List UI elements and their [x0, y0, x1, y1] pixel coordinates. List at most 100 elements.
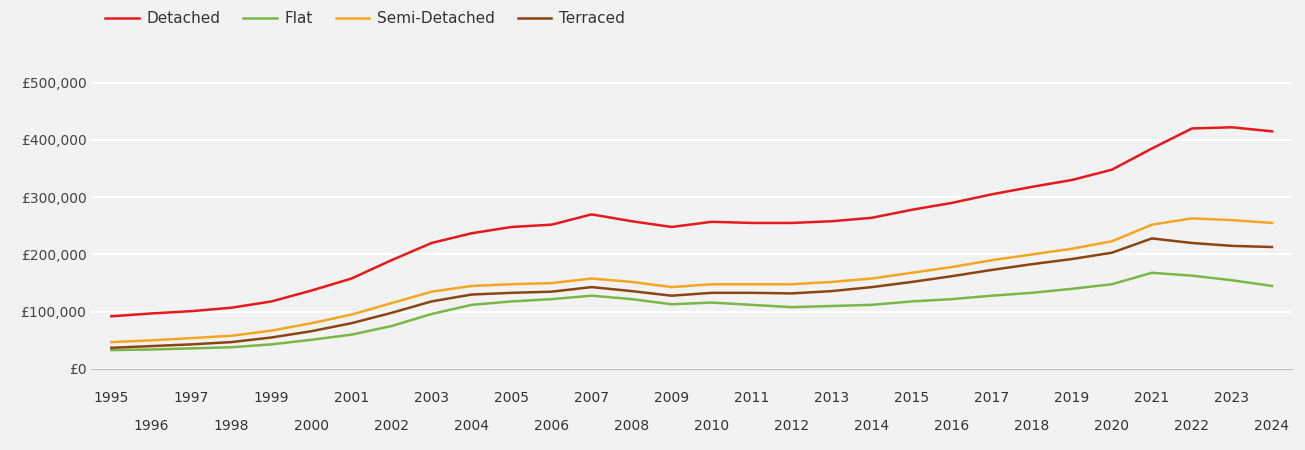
Text: 2007: 2007	[574, 391, 609, 405]
Terraced	[784, 291, 800, 296]
Text: 2021: 2021	[1134, 391, 1169, 405]
Detached	[1024, 184, 1040, 189]
Text: 1996: 1996	[133, 419, 170, 433]
Semi-Detached	[1144, 222, 1160, 227]
Detached	[424, 240, 440, 246]
Semi-Detached	[984, 257, 1000, 263]
Semi-Detached	[784, 282, 800, 287]
Semi-Detached	[1265, 220, 1280, 225]
Text: 2017: 2017	[975, 391, 1009, 405]
Flat	[343, 332, 359, 338]
Detached	[583, 212, 599, 217]
Detached	[664, 224, 680, 230]
Text: 2016: 2016	[934, 419, 970, 433]
Detached	[264, 299, 279, 304]
Terraced	[103, 345, 119, 351]
Text: 2020: 2020	[1095, 419, 1129, 433]
Text: 2023: 2023	[1215, 391, 1249, 405]
Terraced	[864, 284, 880, 290]
Flat	[744, 302, 760, 307]
Terraced	[504, 290, 519, 296]
Flat	[583, 293, 599, 298]
Text: 1999: 1999	[253, 391, 290, 405]
Detached	[184, 308, 200, 314]
Detached	[984, 192, 1000, 197]
Semi-Detached	[343, 312, 359, 317]
Semi-Detached	[703, 282, 719, 287]
Flat	[823, 303, 839, 309]
Detached	[1184, 126, 1199, 131]
Terraced	[1184, 240, 1199, 246]
Text: 2010: 2010	[694, 419, 729, 433]
Semi-Detached	[223, 333, 239, 338]
Flat	[984, 293, 1000, 298]
Text: 1995: 1995	[94, 391, 129, 405]
Terraced	[744, 290, 760, 296]
Flat	[103, 347, 119, 353]
Semi-Detached	[424, 289, 440, 294]
Line: Semi-Detached: Semi-Detached	[111, 218, 1272, 342]
Flat	[384, 324, 399, 329]
Text: 2005: 2005	[495, 391, 529, 405]
Semi-Detached	[864, 276, 880, 281]
Semi-Detached	[103, 339, 119, 345]
Detached	[144, 311, 159, 316]
Detached	[864, 215, 880, 220]
Terraced	[823, 288, 839, 294]
Semi-Detached	[384, 301, 399, 306]
Semi-Detached	[1064, 246, 1079, 252]
Semi-Detached	[544, 280, 560, 286]
Flat	[664, 302, 680, 307]
Semi-Detached	[304, 320, 320, 326]
Text: 2001: 2001	[334, 391, 369, 405]
Flat	[184, 346, 200, 351]
Semi-Detached	[823, 279, 839, 285]
Detached	[1064, 177, 1079, 183]
Detached	[703, 219, 719, 225]
Text: 2000: 2000	[294, 419, 329, 433]
Text: 2011: 2011	[733, 391, 770, 405]
Semi-Detached	[463, 283, 479, 288]
Semi-Detached	[1024, 252, 1040, 257]
Flat	[864, 302, 880, 307]
Flat	[1265, 283, 1280, 288]
Text: 2009: 2009	[654, 391, 689, 405]
Detached	[304, 288, 320, 293]
Terraced	[264, 335, 279, 340]
Semi-Detached	[184, 335, 200, 341]
Terraced	[1144, 236, 1160, 241]
Terraced	[624, 288, 639, 294]
Terraced	[1224, 243, 1240, 248]
Terraced	[664, 293, 680, 298]
Flat	[1104, 282, 1120, 287]
Terraced	[583, 284, 599, 290]
Terraced	[703, 290, 719, 296]
Flat	[504, 299, 519, 304]
Detached	[744, 220, 760, 225]
Flat	[544, 297, 560, 302]
Text: 2014: 2014	[855, 419, 889, 433]
Text: 2002: 2002	[375, 419, 408, 433]
Terraced	[463, 292, 479, 297]
Terraced	[384, 310, 399, 315]
Terraced	[904, 279, 920, 285]
Flat	[304, 337, 320, 342]
Detached	[463, 230, 479, 236]
Semi-Detached	[624, 279, 639, 285]
Detached	[784, 220, 800, 225]
Semi-Detached	[944, 264, 959, 270]
Terraced	[984, 267, 1000, 273]
Flat	[463, 302, 479, 307]
Flat	[624, 297, 639, 302]
Semi-Detached	[664, 284, 680, 290]
Detached	[384, 257, 399, 263]
Terraced	[544, 289, 560, 294]
Semi-Detached	[144, 338, 159, 343]
Semi-Detached	[904, 270, 920, 275]
Terraced	[223, 339, 239, 345]
Text: 2019: 2019	[1054, 391, 1090, 405]
Semi-Detached	[504, 282, 519, 287]
Terraced	[1104, 250, 1120, 256]
Terraced	[1024, 261, 1040, 267]
Text: 2006: 2006	[534, 419, 569, 433]
